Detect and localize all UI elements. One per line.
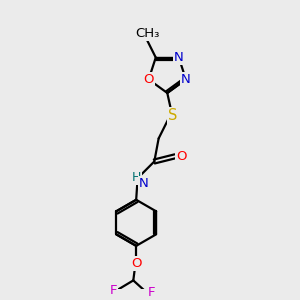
Text: O: O (131, 256, 141, 270)
Text: F: F (110, 284, 117, 297)
Text: CH₃: CH₃ (135, 27, 159, 40)
Text: H: H (131, 170, 141, 184)
Text: O: O (176, 150, 187, 163)
Text: N: N (174, 51, 184, 64)
Text: N: N (139, 177, 149, 190)
Text: N: N (181, 73, 191, 86)
Text: O: O (143, 73, 154, 86)
Text: F: F (147, 286, 155, 299)
Text: S: S (168, 109, 178, 124)
